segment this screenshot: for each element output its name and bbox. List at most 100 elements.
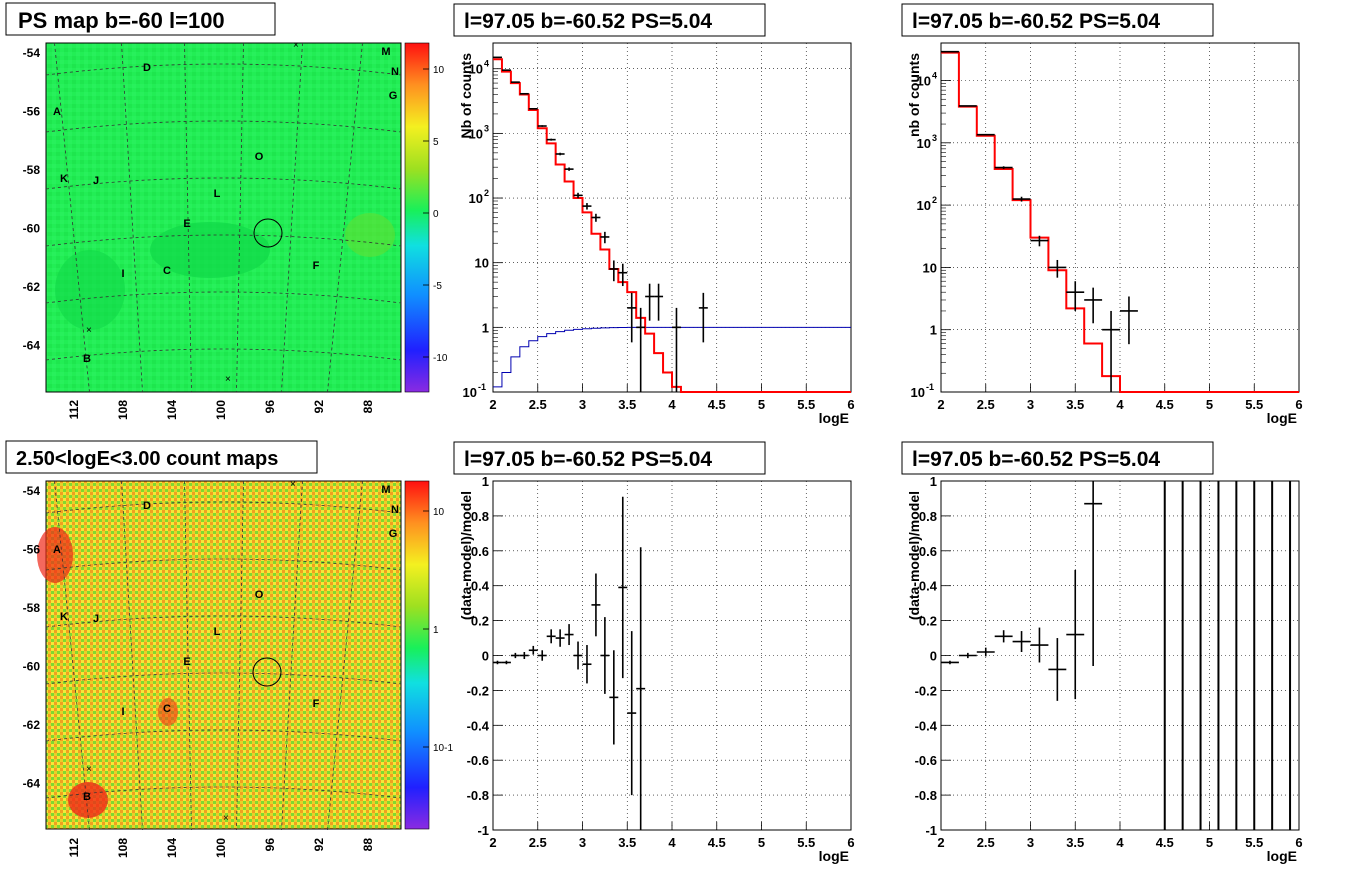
y-tick-exponent: -1 [926, 382, 934, 392]
residual-point [600, 617, 610, 694]
map-y-tick-label: -54 [23, 484, 41, 498]
y-tick-label: 0.8 [919, 509, 937, 524]
data-point [582, 203, 592, 210]
y-tick-exponent: 3 [484, 123, 489, 133]
data-point [976, 133, 995, 136]
y-tick-label: 10 [469, 191, 483, 206]
colorbar-tick-label: 0 [433, 209, 439, 220]
residual-point [609, 650, 619, 745]
data-point [555, 152, 565, 156]
map-source-label: K [60, 173, 68, 185]
map-y-tick-label: -56 [23, 543, 41, 557]
data-point [501, 69, 511, 71]
x-tick-label: 4 [668, 835, 676, 850]
data-point [519, 92, 529, 95]
plot-frame [940, 480, 1300, 831]
y-tick-exponent: 2 [932, 195, 937, 205]
ps-map-title: PS map b=-60 l=100 [18, 8, 225, 33]
map-source-label: D [143, 500, 151, 512]
x-tick-label: 3 [579, 397, 586, 412]
y-tick-label: 0.2 [919, 614, 937, 629]
y-tick-label: 1 [930, 323, 937, 338]
map-y-tick-label: -60 [23, 660, 41, 674]
map-longitude-line [54, 42, 90, 393]
residual-point [573, 641, 583, 670]
x-tick-label: 6 [1295, 835, 1302, 850]
x-axis-label: logE [819, 848, 849, 864]
spectrum-panel-2: l=97.05 b=-60.52 PS=5.04 2 2.5 3 3.5 4 4.5 5 5.5… [901, 3, 1303, 426]
residual-point [958, 652, 977, 659]
y-tick-label: -0.6 [467, 753, 489, 768]
map-x-tick-label: 100 [214, 400, 228, 420]
x-axis-label: logE [1267, 848, 1297, 864]
y-tick-label: 10 [917, 198, 931, 213]
data-point [1102, 310, 1120, 392]
plot-frame [492, 480, 852, 831]
map-longitude-line [236, 480, 244, 831]
data-point [1030, 235, 1049, 247]
map-longitude-line [327, 42, 363, 393]
count-map-source-circle [252, 657, 282, 687]
data-point [537, 125, 547, 127]
map-y-tick-label: -58 [23, 163, 41, 177]
map-x-tick-label: 100 [214, 838, 228, 858]
y-tick-label: 0.4 [919, 579, 938, 594]
y-tick-label: 10 [917, 74, 931, 89]
ps-map-source-circle [253, 218, 283, 248]
map-y-tick-label: -62 [23, 280, 41, 294]
x-tick-label: 5.5 [1245, 835, 1263, 850]
map-longitude-line [121, 42, 143, 393]
y-tick-label: 10 [911, 385, 925, 400]
y-tick-label: -0.8 [915, 788, 937, 803]
x-tick-label: 3 [1027, 835, 1034, 850]
map-source-label: K [60, 611, 68, 623]
residual-point [591, 573, 601, 637]
data-point [609, 260, 619, 282]
map-source-label: L [214, 626, 221, 638]
map-x-tick-label: 88 [361, 400, 375, 414]
x-tick-label: 3.5 [618, 397, 636, 412]
map-latitude-line [45, 234, 402, 247]
residual-point [519, 652, 529, 659]
y-axis-label: (data-model)/model [906, 491, 922, 620]
x-tick-label: 4 [1116, 397, 1124, 412]
x-tick-label: 3.5 [618, 835, 636, 850]
residual-point [1066, 569, 1085, 700]
ps-map-plot-area [45, 42, 402, 393]
data-point [1048, 259, 1067, 278]
x-tick-label: 5 [1206, 397, 1213, 412]
x-tick-label: 5 [758, 397, 765, 412]
map-x-tick-label: 92 [312, 400, 326, 414]
data-point [627, 292, 637, 343]
colorbar-tick-label: 10-1 [433, 743, 453, 754]
map-source-label: B [83, 791, 91, 803]
residual-point [627, 631, 637, 796]
data-point [564, 167, 574, 171]
map-y-tick-label: -60 [23, 222, 41, 236]
x-axis-label: logE [1267, 410, 1297, 426]
map-y-tick-label: -54 [23, 46, 41, 60]
data-point [600, 231, 610, 244]
x-tick-label: 4.5 [708, 835, 726, 850]
map-source-label: B [83, 353, 91, 365]
map-x-tick-label: 96 [263, 838, 277, 852]
y-tick-exponent: 3 [932, 133, 937, 143]
ps-map-cross: × [225, 374, 231, 385]
colorbar-tick-label: 1 [433, 625, 439, 636]
map-source-label: L [214, 188, 221, 200]
map-longitude-line [236, 42, 244, 393]
x-tick-label: 4.5 [1156, 835, 1174, 850]
map-x-tick-label: 92 [312, 838, 326, 852]
data-point [510, 81, 520, 83]
y-tick-label: -0.4 [915, 718, 938, 733]
plot-frame [940, 42, 1300, 393]
map-latitude-line [45, 291, 402, 304]
residual-point [537, 650, 547, 661]
y-tick-label: 1 [482, 474, 489, 489]
x-tick-label: 4.5 [1156, 397, 1174, 412]
map-x-tick-label: 104 [165, 400, 179, 420]
x-tick-label: 3 [1027, 397, 1034, 412]
count-map-title: 2.50<logE<3.00 count maps [16, 448, 278, 470]
residual-point [501, 660, 511, 665]
residual-point [528, 645, 538, 655]
